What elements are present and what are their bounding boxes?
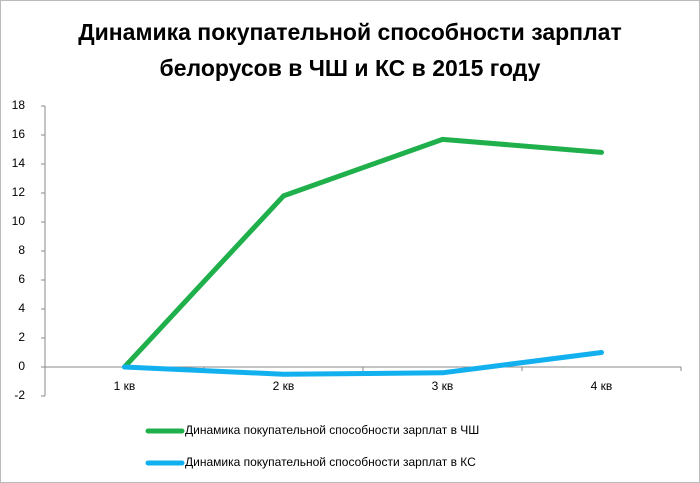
y-tick-label: 12 xyxy=(12,185,26,199)
chart-title: Динамика покупательной способности зарпл… xyxy=(78,19,622,81)
legend-label: Динамика покупательной способности зарпл… xyxy=(185,455,476,469)
y-tick-label: 16 xyxy=(12,127,26,141)
y-tick-label: 8 xyxy=(18,243,25,257)
y-tick-label: 4 xyxy=(18,301,25,315)
y-tick-label: 14 xyxy=(12,156,26,170)
legend-label: Динамика покупательной способности зарпл… xyxy=(185,423,479,437)
x-tick-label: 4 кв xyxy=(591,379,613,393)
x-tick-label: 3 кв xyxy=(432,379,454,393)
y-tick-label: -2 xyxy=(14,388,25,402)
x-tick-label: 1 кв xyxy=(114,379,136,393)
series-line xyxy=(122,136,604,370)
y-tick-label: 10 xyxy=(12,214,26,228)
x-tick-label: 2 кв xyxy=(273,379,295,393)
y-tick-label: 0 xyxy=(18,359,25,373)
series-line xyxy=(122,350,604,377)
y-tick-label: 18 xyxy=(12,98,26,112)
y-tick-label: 6 xyxy=(18,272,25,286)
y-tick-label: 2 xyxy=(18,330,25,344)
